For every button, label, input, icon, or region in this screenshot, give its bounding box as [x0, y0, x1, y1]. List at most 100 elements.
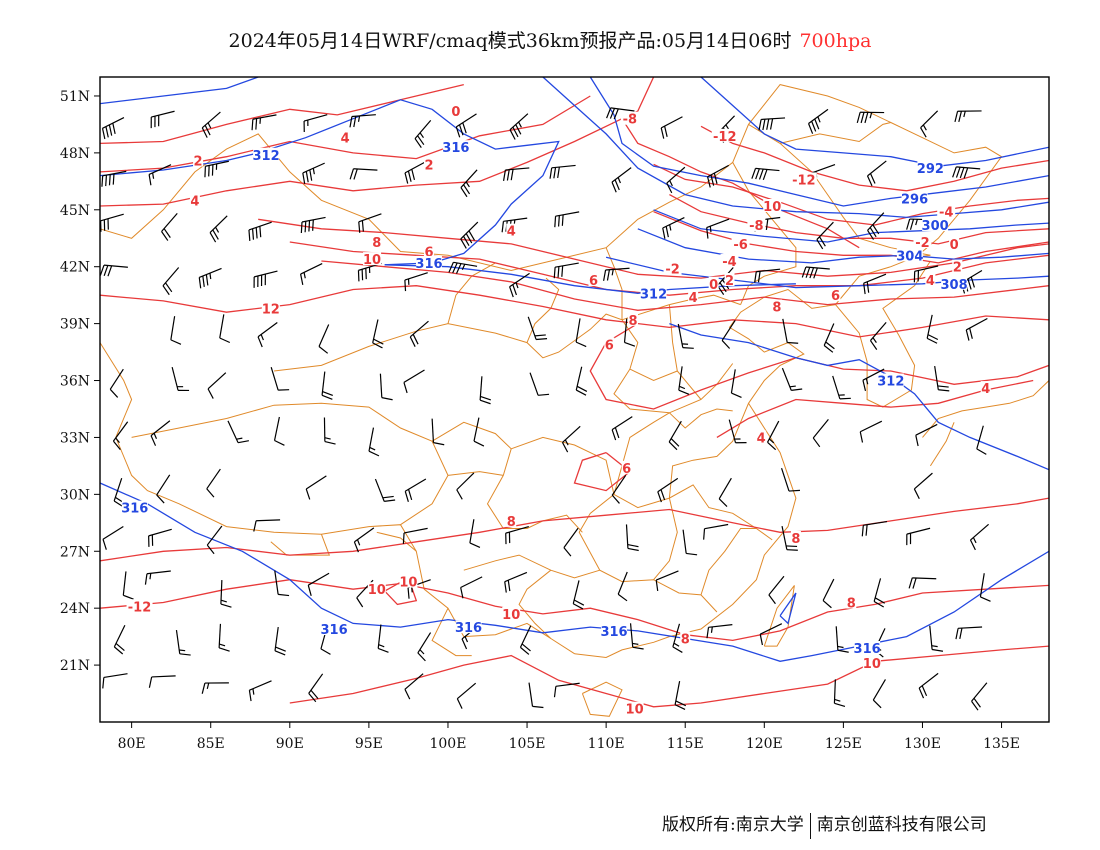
wind-barb: [100, 213, 124, 232]
border-line: [100, 342, 575, 655]
border-line: [748, 123, 931, 256]
wind-barb: [209, 215, 228, 243]
wind-barb: [473, 417, 485, 447]
temperature-label: -12: [128, 600, 152, 615]
wind-barb: [161, 212, 178, 241]
wind-barb: [706, 218, 730, 239]
border-line: [518, 569, 552, 639]
wind-barb: [527, 316, 548, 341]
wind-barb: [920, 110, 939, 138]
wind-barb: [832, 375, 851, 400]
height-contour: [700, 77, 1049, 167]
wind-barb: [302, 162, 325, 184]
wind-barb: [929, 625, 944, 652]
temperature-label-bg: [423, 157, 434, 171]
temperature-label-bg: [621, 460, 632, 474]
lat-tick-label: 21N: [60, 658, 90, 674]
wind-barb: [379, 373, 393, 401]
wind-barb: [175, 629, 191, 656]
wind-barb: [833, 679, 846, 708]
footer-company: 南京创蓝科技有限公司: [816, 815, 987, 835]
temperature-label-bg: [937, 204, 956, 218]
temperature-label-bg: [711, 128, 738, 142]
temperature-label-bg: [720, 254, 739, 268]
wind-barb: [248, 221, 272, 241]
footer-copyright: 版权所有:南京大学: [662, 815, 804, 835]
height-label: 316: [442, 141, 469, 156]
height-label: 316: [600, 625, 627, 640]
temperature-label-bg: [502, 606, 521, 620]
temperature-isotherm: [100, 579, 1049, 642]
wind-barb: [549, 164, 576, 179]
border-line: [668, 403, 749, 499]
temperature-label-bg: [604, 337, 615, 351]
border-line: [668, 304, 702, 400]
height-label-bg: [455, 620, 482, 634]
lat-tick-label: 39N: [60, 317, 90, 333]
temperature-label-bg: [261, 301, 280, 315]
wind-barb: [666, 166, 686, 194]
wind-barb: [767, 420, 780, 451]
temperature-label-bg: [862, 656, 881, 670]
temperature-label: 10: [363, 253, 381, 268]
wind-barb: [148, 528, 172, 547]
wind-barb: [869, 322, 887, 350]
border-line: [613, 484, 773, 541]
border-line: [835, 260, 931, 408]
wind-barb: [201, 111, 221, 138]
wind-barb: [965, 317, 988, 341]
wind-barb: [759, 623, 783, 646]
wind-barb: [377, 624, 389, 653]
border-line: [400, 440, 449, 526]
height-label-bg: [896, 248, 923, 262]
temperature-label: -8: [623, 113, 637, 128]
temperature-isotherm: [589, 323, 1049, 410]
lat-tick-label: 30N: [60, 487, 90, 503]
height-label-bg: [121, 500, 148, 514]
height-contour: [637, 228, 1049, 264]
wind-barb: [308, 673, 324, 703]
temperature-isotherm: [669, 194, 1049, 245]
temperature-label: 4: [190, 194, 199, 209]
wind-barb: [677, 323, 694, 349]
temperature-label-bg: [952, 259, 963, 273]
temperature-isotherm: [700, 125, 1049, 192]
temperature-label-bg: [506, 513, 517, 527]
border-line: [922, 380, 1049, 438]
temperature-label-bg: [189, 193, 200, 207]
temperature-label-bg: [949, 236, 960, 250]
height-contour-labels: 316 312 316 312 292 296 300 304 308 312 316 316 316 3…: [121, 140, 968, 657]
wind-barb: [409, 320, 429, 347]
wind-barb: [206, 468, 221, 498]
temperature-label: 12: [262, 302, 280, 317]
temperature-label: 0: [709, 278, 718, 293]
wind-barb: [529, 372, 550, 396]
wind-barb: [102, 526, 124, 550]
temperature-label: -4: [722, 255, 736, 270]
wind-barb: [873, 578, 886, 608]
wind-barb: [318, 324, 330, 354]
wind-barb: [816, 221, 834, 250]
temperature-label-bg: [506, 223, 517, 237]
border-line: [131, 402, 512, 450]
wind-barb: [502, 167, 530, 181]
lon-tick-label: 125E: [825, 736, 862, 752]
wind-barb: [703, 523, 729, 540]
wind-barb: [374, 478, 396, 502]
wind-barb: [414, 120, 432, 148]
lat-tick-label: 24N: [60, 601, 90, 617]
border-line: [700, 528, 757, 596]
wind-barb: [660, 116, 683, 139]
height-label-bg: [922, 217, 949, 231]
wind-barb: [553, 262, 579, 279]
temperature-isotherm: [100, 497, 1049, 562]
temperature-label: 2: [725, 274, 734, 289]
wind-barb: [617, 571, 628, 602]
wind-barb: [207, 372, 227, 399]
border-line: [100, 84, 1003, 272]
map-frame: [99, 76, 1050, 723]
height-label-bg: [917, 161, 944, 175]
lon-tick-label: 90E: [276, 736, 304, 752]
latitude-axis: 51N 48N 45N 42N 39N 36N 33N 30N 27N 24N 21N: [60, 89, 100, 674]
